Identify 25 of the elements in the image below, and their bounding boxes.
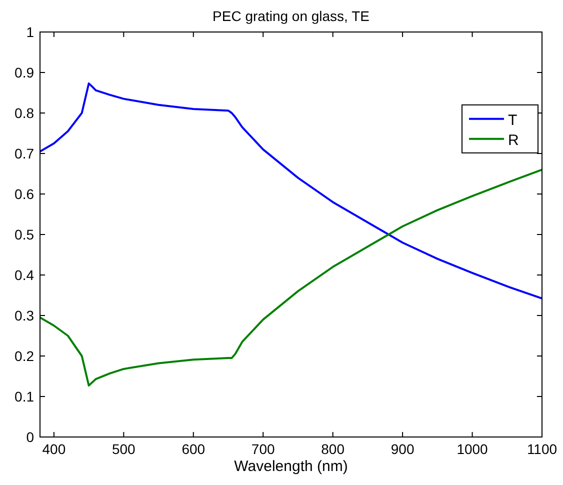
y-tick-label: 0.9 (14, 64, 34, 80)
x-tick-label: 900 (390, 441, 414, 457)
legend-label: R (508, 132, 519, 149)
y-tick-label: 0.5 (14, 226, 34, 242)
y-tick-label: 0.8 (14, 105, 34, 121)
y-tick-label: 0 (26, 429, 34, 445)
x-axis-title: Wavelength (nm) (234, 458, 348, 475)
y-tick-label: 0.3 (14, 308, 34, 324)
chart-title: PEC grating on glass, TE (212, 8, 370, 24)
y-tick-label: 1 (26, 24, 34, 40)
line-series (40, 168, 542, 387)
x-tick-label: 500 (112, 441, 136, 457)
x-tick-label: 400 (42, 441, 66, 457)
legend-label: T (508, 112, 518, 129)
y-tick-label: 0.4 (14, 267, 34, 283)
x-tick-label: 1000 (456, 441, 488, 457)
line-series (40, 82, 542, 300)
y-tick-label: 0.1 (14, 388, 34, 404)
y-tick-label: 0.6 (14, 186, 34, 202)
x-tick-label: 1100 (526, 441, 558, 457)
x-tick-label: 700 (251, 441, 276, 457)
y-tick-label: 0.2 (14, 348, 34, 364)
y-tick-label: 0.7 (14, 146, 34, 162)
x-tick-label: 800 (321, 441, 345, 457)
x-tick-label: 600 (182, 441, 206, 457)
